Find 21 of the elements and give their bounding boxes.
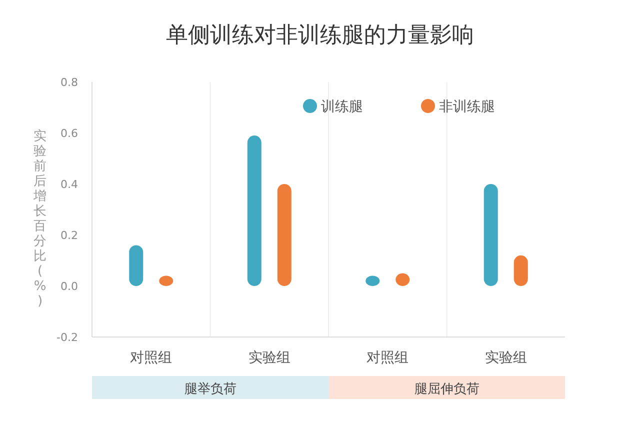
legend-label: 非训练腿: [439, 99, 495, 115]
y-tick-label: 0.2: [60, 229, 78, 242]
text: 实验前后增长百分比(%): [34, 129, 46, 309]
y-tick-label: -0.2: [56, 331, 78, 344]
text: 腿举负荷: [184, 382, 236, 397]
y-tick-label: 0.0: [60, 280, 78, 293]
y-tick-label: 0.4: [60, 178, 78, 191]
y-tick-label: 0.8: [60, 76, 78, 89]
x-tick-label: 对照组: [366, 350, 409, 366]
y-tick-label: 0.6: [60, 127, 78, 140]
x-tick-label: 实验组: [484, 350, 527, 366]
legend-label: 训练腿: [321, 99, 363, 115]
x-tick-label: 实验组: [248, 350, 290, 366]
bar: [514, 255, 528, 286]
text: 腿屈伸负荷: [414, 382, 480, 397]
bar: [129, 245, 144, 286]
x-tick-label: 对照组: [130, 350, 172, 366]
bar: [484, 184, 498, 286]
bar: [277, 184, 292, 286]
chart-title: 单侧训练对非训练腿的力量影响: [166, 23, 474, 48]
bar: [247, 136, 262, 286]
